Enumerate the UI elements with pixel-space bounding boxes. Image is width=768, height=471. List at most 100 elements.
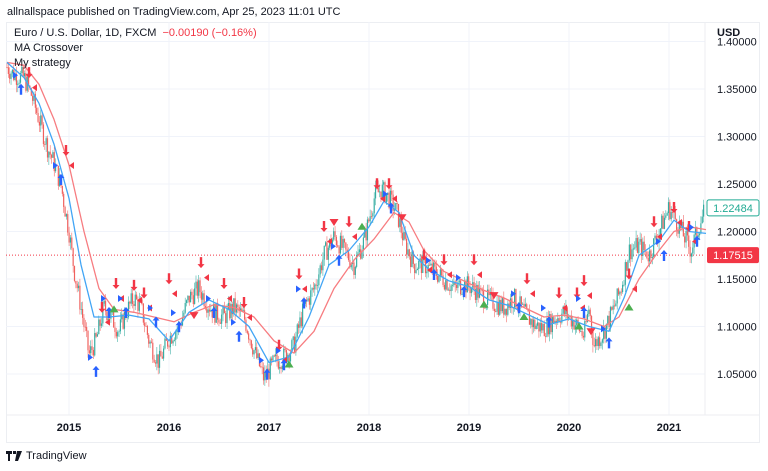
buy-entry-flag (101, 295, 106, 302)
candle-body (320, 265, 323, 271)
candle-body (514, 289, 516, 308)
tradingview-brand[interactable]: TradingView (6, 450, 87, 462)
candle-body (631, 249, 633, 260)
candle-body (308, 298, 310, 305)
buy-arrow-shape (105, 307, 113, 318)
candle-body (67, 214, 69, 233)
ref-price-label: 1.17515 (713, 250, 753, 262)
sell-entry-flag (447, 271, 452, 279)
slow-ma-line (6, 61, 707, 354)
candle-body (219, 322, 221, 324)
candle-body (288, 354, 290, 362)
candle-body (99, 319, 101, 326)
candle-body (566, 307, 568, 319)
candle-body (104, 300, 107, 312)
sell-arrow-icon (25, 67, 37, 92)
candle-body (134, 294, 136, 307)
buy-entry-flag (456, 274, 461, 282)
candle-body (323, 245, 325, 260)
candle-body (211, 310, 213, 318)
candle-body (250, 340, 252, 349)
buy-arrow-shape (17, 83, 25, 95)
sell-entry-flag (380, 195, 385, 203)
time-tick-label: 2021 (657, 422, 681, 434)
candle-body (113, 310, 115, 328)
candle-body (414, 263, 416, 273)
sell-arrow-shape (670, 202, 678, 213)
candle-body (276, 354, 278, 362)
candle-body (362, 237, 364, 251)
sell-arrow-icon (385, 178, 397, 203)
candle-body (69, 237, 72, 243)
buy-entry-flag (296, 285, 301, 293)
candle-body (239, 308, 242, 312)
price-axis[interactable]: 1.40000 1.35000 1.30000 1.25000 1.20000 1.150… (706, 37, 760, 382)
candle-body (49, 151, 51, 155)
candle-body (458, 280, 460, 283)
sell-arrow-icon (295, 268, 307, 293)
candle-body (415, 270, 417, 273)
candle-body (34, 93, 36, 108)
candle-body (311, 288, 313, 291)
candle-body (357, 252, 359, 256)
indicator-my-strategy[interactable]: My strategy (14, 57, 71, 69)
candle-body (121, 314, 123, 320)
candle-body (233, 298, 235, 315)
symbol-row[interactable]: Euro / U.S. Dollar, 1D, FXCM −0.00190 (−0… (14, 26, 257, 41)
price-chart[interactable]: 1.40000 1.35000 1.30000 1.25000 1.20000 1.150… (6, 22, 760, 443)
candle-body (86, 327, 88, 331)
candle-body (534, 319, 536, 329)
candle-body (153, 359, 155, 363)
candle-body (562, 306, 564, 314)
candle-body (663, 217, 666, 229)
candle-body (298, 324, 300, 328)
candle-body (419, 258, 421, 262)
candle-body (6, 67, 8, 68)
candle-body (364, 229, 366, 238)
candle-body (238, 306, 240, 312)
candle-body (283, 348, 285, 366)
indicator-ma-crossover[interactable]: MA Crossover (14, 42, 84, 54)
buy-arrow-shape (693, 235, 701, 247)
sell-arrow-icon (98, 301, 110, 326)
candle-body (165, 338, 167, 341)
sell-entry-flag (204, 274, 209, 282)
candle-body (626, 262, 628, 271)
candle-body (194, 288, 196, 305)
candle-body (256, 347, 258, 359)
buy-entry-flag (511, 290, 516, 298)
sell-arrow-shape (62, 145, 70, 156)
sell-arrow-icon (625, 268, 637, 293)
sell-entry-flag (632, 285, 637, 293)
candle-body (61, 186, 63, 194)
candle-body (127, 301, 130, 318)
candle-body (670, 212, 672, 220)
candle-body (607, 315, 609, 324)
candle-body (592, 331, 594, 346)
sell-arrow-shape (275, 339, 283, 351)
candle-body (218, 319, 220, 323)
candle-body (339, 235, 342, 254)
candle-body (225, 313, 227, 324)
sell-arrow-shape (345, 216, 353, 228)
candle-body (22, 66, 24, 77)
candle-body (393, 209, 396, 211)
candle-body (109, 318, 111, 320)
candle-body (329, 239, 331, 248)
candle-body (231, 304, 234, 315)
buy-arrow-icon (276, 347, 288, 371)
candle-body (207, 309, 209, 313)
candle-body (272, 355, 274, 361)
candle-body (516, 307, 518, 311)
candle-body (195, 281, 197, 289)
candle-body (503, 298, 505, 315)
candle-body (11, 69, 13, 74)
candle-body (551, 317, 553, 333)
sell-arrow-icon (320, 221, 332, 245)
candle-body (667, 202, 670, 214)
candle-body (661, 215, 663, 229)
candle-body (613, 305, 616, 307)
candle-body (82, 309, 84, 318)
time-axis[interactable]: 2015 2016 2017 2018 2019 2020 2021 (57, 422, 681, 434)
buy-arrow-icon (601, 325, 613, 349)
